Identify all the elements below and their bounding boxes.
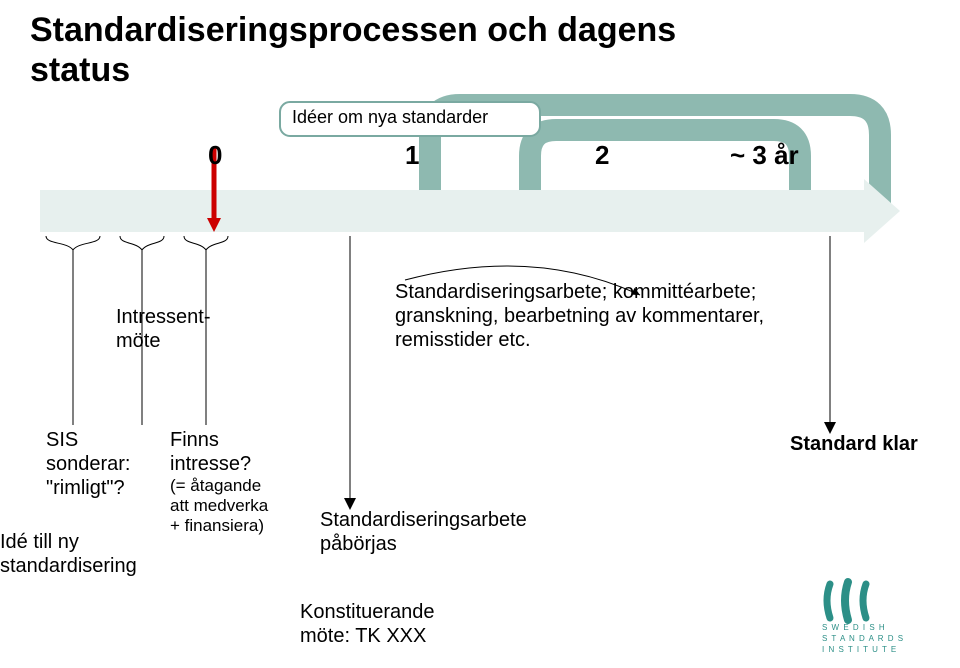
text-line: att medverka xyxy=(170,496,268,516)
text-sis: SISsonderar:"rimligt"? xyxy=(46,428,131,500)
text-intressent: Intressent-möte xyxy=(116,305,210,353)
text-paborjas: Standardiseringsarbetepåbörjas xyxy=(320,508,527,556)
text-line: granskning, bearbetning av kommentarer, xyxy=(395,304,764,328)
text-line: Standardiseringsarbete xyxy=(320,508,527,532)
text-line: Konstituerande xyxy=(300,600,435,624)
diagram-root: Standardiseringsprocessen och dagens sta… xyxy=(0,0,960,668)
text-line: "rimligt"? xyxy=(46,476,131,500)
text-line: Finns xyxy=(170,428,268,452)
text-finns: Finnsintresse?(= åtagandeatt medverka+ f… xyxy=(170,428,268,536)
text-line: Intressent- xyxy=(116,305,210,329)
text-klar: Standard klar xyxy=(790,432,918,456)
text-line: möte: TK XXX xyxy=(300,624,435,648)
text-line: Standard klar xyxy=(790,432,918,456)
text-line: + finansiera) xyxy=(170,516,268,536)
text-line: intresse? xyxy=(170,452,268,476)
text-line: Idé till ny xyxy=(0,530,137,554)
text-line: möte xyxy=(116,329,210,353)
text-line: påbörjas xyxy=(320,532,527,556)
text-line: remisstider etc. xyxy=(395,328,764,352)
text-ide_till_ny: Idé till nystandardisering xyxy=(0,530,137,578)
text-blocks: Intressent-möte SISsonderar:"rimligt"? Idé… xyxy=(0,0,960,668)
text-line: sonderar: xyxy=(46,452,131,476)
text-konst: Konstituerandemöte: TK XXX xyxy=(300,600,435,648)
text-line: Standardiseringsarbete; kommittéarbete; xyxy=(395,280,764,304)
text-line: (= åtagande xyxy=(170,476,268,496)
text-work_right: Standardiseringsarbete; kommittéarbete;g… xyxy=(395,280,764,352)
text-line: SIS xyxy=(46,428,131,452)
text-line: standardisering xyxy=(0,554,137,578)
